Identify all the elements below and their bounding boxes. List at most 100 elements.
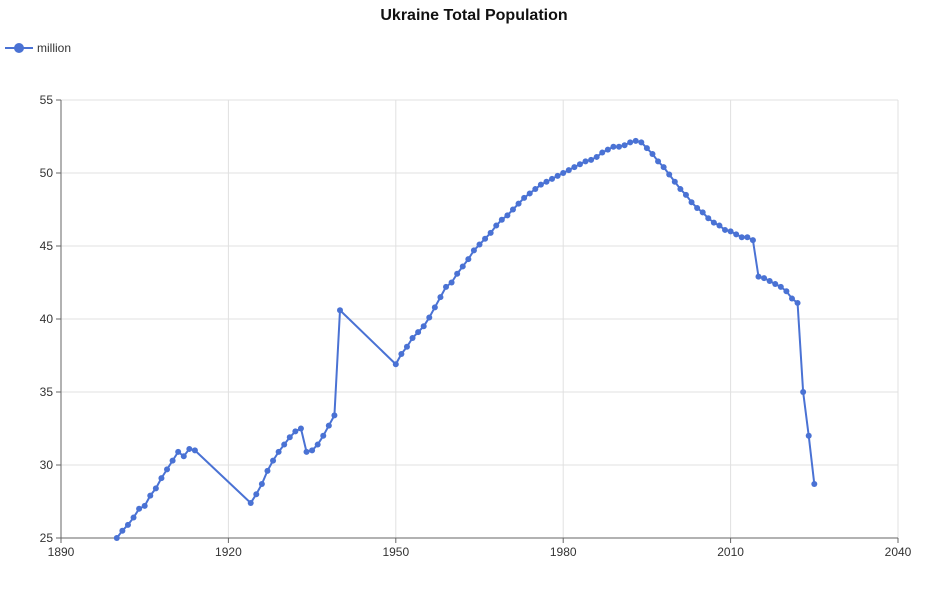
data-point[interactable] bbox=[537, 181, 544, 188]
data-point[interactable] bbox=[783, 288, 790, 295]
data-point[interactable] bbox=[169, 457, 176, 464]
data-point[interactable] bbox=[777, 283, 784, 290]
data-point[interactable] bbox=[671, 178, 678, 185]
data-point[interactable] bbox=[805, 432, 812, 439]
data-point[interactable] bbox=[158, 475, 165, 482]
data-point[interactable] bbox=[705, 215, 712, 222]
data-point[interactable] bbox=[264, 467, 271, 474]
data-point[interactable] bbox=[191, 447, 198, 454]
data-point[interactable] bbox=[180, 453, 187, 460]
data-point[interactable] bbox=[141, 502, 148, 509]
data-point[interactable] bbox=[543, 178, 550, 185]
data-point[interactable] bbox=[761, 275, 768, 282]
data-point[interactable] bbox=[270, 457, 277, 464]
data-point[interactable] bbox=[655, 158, 662, 165]
data-point[interactable] bbox=[610, 143, 617, 150]
data-point[interactable] bbox=[666, 171, 673, 178]
data-point[interactable] bbox=[459, 263, 466, 270]
data-point[interactable] bbox=[727, 228, 734, 235]
data-point[interactable] bbox=[431, 304, 438, 311]
data-point[interactable] bbox=[599, 149, 606, 156]
data-point[interactable] bbox=[465, 256, 472, 263]
data-point[interactable] bbox=[571, 164, 578, 171]
data-point[interactable] bbox=[392, 361, 399, 368]
data-point[interactable] bbox=[124, 521, 131, 528]
data-point[interactable] bbox=[119, 527, 126, 534]
data-point[interactable] bbox=[130, 514, 137, 521]
data-point[interactable] bbox=[694, 205, 701, 212]
data-point[interactable] bbox=[136, 505, 143, 512]
data-point[interactable] bbox=[616, 143, 622, 150]
data-point[interactable] bbox=[788, 295, 795, 302]
data-point[interactable] bbox=[292, 428, 299, 435]
data-point[interactable] bbox=[800, 389, 807, 395]
data-point[interactable] bbox=[604, 146, 611, 153]
data-point[interactable] bbox=[621, 142, 628, 149]
data-point[interactable] bbox=[649, 151, 656, 158]
data-point[interactable] bbox=[794, 299, 801, 306]
data-point[interactable] bbox=[772, 280, 779, 287]
data-point[interactable] bbox=[403, 343, 410, 350]
data-point[interactable] bbox=[638, 139, 645, 146]
data-point[interactable] bbox=[593, 153, 600, 160]
data-point[interactable] bbox=[437, 294, 444, 301]
data-point[interactable] bbox=[755, 273, 762, 280]
data-point[interactable] bbox=[152, 485, 159, 492]
data-point[interactable] bbox=[426, 314, 433, 321]
data-point[interactable] bbox=[660, 164, 667, 171]
data-point[interactable] bbox=[532, 186, 539, 193]
data-point[interactable] bbox=[409, 334, 416, 341]
data-point[interactable] bbox=[470, 247, 477, 254]
data-point[interactable] bbox=[275, 448, 282, 455]
data-point[interactable] bbox=[710, 219, 717, 226]
data-point[interactable] bbox=[744, 234, 751, 241]
data-point[interactable] bbox=[175, 448, 182, 455]
data-point[interactable] bbox=[331, 412, 338, 419]
data-point[interactable] bbox=[482, 235, 489, 242]
data-point[interactable] bbox=[147, 492, 154, 499]
data-point[interactable] bbox=[766, 278, 773, 285]
data-point[interactable] bbox=[515, 200, 522, 207]
data-point[interactable] bbox=[588, 156, 595, 163]
data-point[interactable] bbox=[297, 425, 304, 432]
data-point[interactable] bbox=[811, 480, 818, 487]
data-point[interactable] bbox=[521, 194, 528, 201]
data-point[interactable] bbox=[454, 270, 461, 277]
data-point[interactable] bbox=[443, 283, 450, 290]
data-point[interactable] bbox=[281, 441, 288, 448]
data-point[interactable] bbox=[303, 448, 310, 455]
data-point[interactable] bbox=[632, 137, 639, 144]
data-point[interactable] bbox=[504, 212, 511, 219]
data-point[interactable] bbox=[582, 158, 589, 165]
data-point[interactable] bbox=[643, 145, 650, 152]
data-point[interactable] bbox=[253, 491, 260, 498]
data-point[interactable] bbox=[699, 209, 706, 216]
data-point[interactable] bbox=[549, 175, 556, 182]
data-point[interactable] bbox=[576, 161, 583, 168]
data-point[interactable] bbox=[493, 222, 500, 229]
data-point[interactable] bbox=[448, 279, 455, 286]
data-point[interactable] bbox=[509, 206, 516, 213]
legend[interactable]: million bbox=[5, 41, 71, 55]
data-point[interactable] bbox=[314, 441, 321, 448]
data-point[interactable] bbox=[337, 307, 343, 314]
data-point[interactable] bbox=[733, 231, 740, 238]
data-point[interactable] bbox=[487, 229, 494, 236]
data-point[interactable] bbox=[560, 170, 567, 176]
data-point[interactable] bbox=[320, 432, 327, 439]
data-point[interactable] bbox=[258, 480, 265, 487]
data-point[interactable] bbox=[420, 323, 427, 330]
data-point[interactable] bbox=[164, 466, 171, 473]
data-point[interactable] bbox=[738, 234, 745, 241]
data-point[interactable] bbox=[286, 434, 293, 441]
data-point[interactable] bbox=[526, 190, 533, 197]
data-point[interactable] bbox=[716, 222, 723, 229]
data-point[interactable] bbox=[554, 172, 561, 179]
data-point[interactable] bbox=[565, 167, 572, 174]
data-point[interactable] bbox=[325, 422, 332, 429]
data-point[interactable] bbox=[186, 445, 193, 452]
data-point[interactable] bbox=[498, 216, 505, 223]
data-point[interactable] bbox=[247, 499, 254, 506]
data-point[interactable] bbox=[113, 535, 120, 541]
data-point[interactable] bbox=[398, 351, 405, 358]
